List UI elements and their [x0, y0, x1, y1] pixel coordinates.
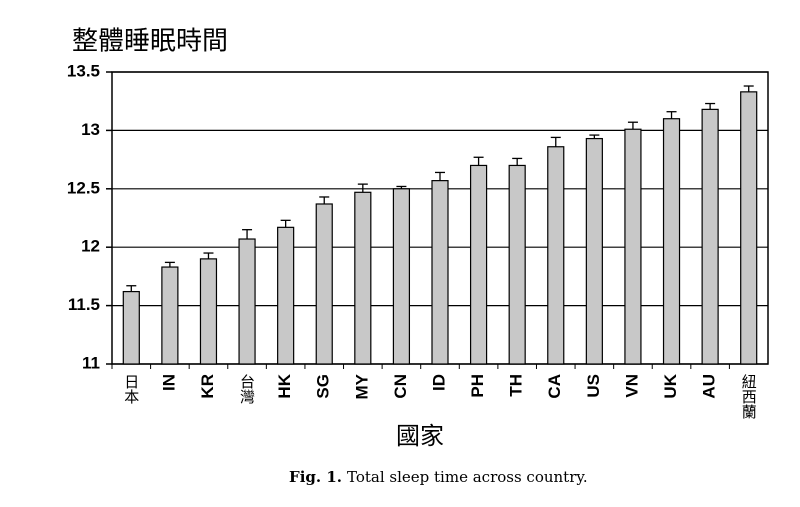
x-tick-label: KR	[198, 374, 217, 399]
x-tick-label: 紐西蘭	[740, 374, 758, 419]
y-tick-label: 11.5	[68, 295, 100, 314]
bar	[585, 137, 603, 365]
bar	[238, 238, 256, 365]
x-tick-label: CN	[391, 374, 410, 399]
x-tick-label: SG	[314, 374, 333, 399]
bar	[662, 118, 681, 365]
x-tick-label: HK	[275, 373, 294, 398]
bar	[701, 108, 719, 365]
caption: Total sleep time across country.	[347, 468, 588, 486]
bar	[315, 203, 333, 365]
bar	[469, 164, 488, 365]
x-tick-label: ID	[429, 374, 448, 391]
bar	[199, 258, 218, 365]
x-tick-label: IN	[159, 374, 178, 391]
y-tick-label: 12.5	[67, 178, 100, 197]
y-tick-label: 13.5	[67, 61, 100, 80]
y-tick-label: 12	[81, 237, 100, 256]
x-tick-label: 日本	[122, 374, 140, 404]
bar	[354, 191, 372, 365]
x-tick-label: MY	[352, 373, 371, 399]
x-tick-label: PH	[468, 374, 487, 398]
caption-label: Fig. 1.	[289, 468, 342, 486]
x-tick-label: 台灣	[238, 374, 256, 404]
x-axis-title: 國家	[396, 422, 444, 450]
x-tick-label: AU	[700, 374, 719, 399]
y-tick-label: 13	[81, 120, 100, 139]
bar	[547, 146, 565, 365]
bar	[740, 91, 758, 365]
bar	[161, 266, 179, 365]
y-tick-label: 11	[82, 353, 100, 372]
x-tick-label: UK	[661, 373, 680, 398]
bar	[508, 164, 526, 365]
x-tick-label: US	[584, 374, 603, 398]
bar	[431, 180, 449, 365]
x-tick-label: VN	[622, 374, 641, 398]
bar	[277, 226, 295, 365]
bar	[122, 290, 140, 365]
x-tick-label: CA	[545, 374, 564, 399]
bar	[392, 188, 411, 365]
bar	[624, 128, 642, 365]
y-axis-title: 整體睡眠時間	[72, 27, 228, 57]
x-tick-label: TH	[507, 374, 526, 397]
